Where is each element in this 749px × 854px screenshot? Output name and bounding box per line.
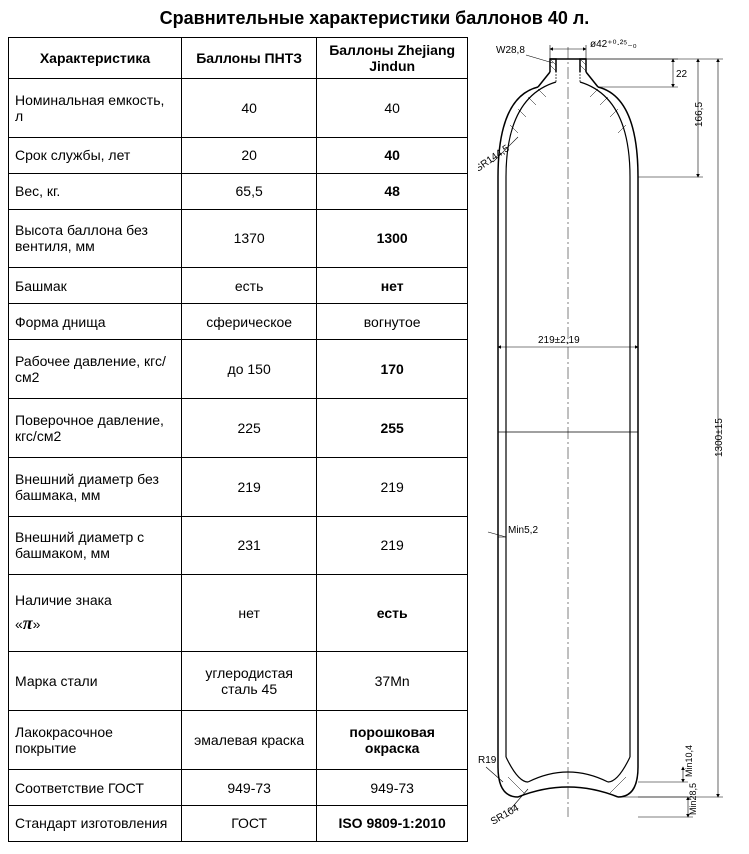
- header-pntz: Баллоны ПНТЗ: [182, 38, 317, 79]
- cell-pntz: 225: [182, 398, 317, 457]
- cell-label: Внешний диаметр с башмаком, мм: [9, 516, 182, 575]
- table-row: Номинальная емкость, л4040: [9, 79, 468, 138]
- cell-label: Срок службы, лет: [9, 137, 182, 173]
- table-row: Рабочее давление, кгс/см2до 150170: [9, 340, 468, 399]
- page-title: Сравнительные характеристики баллонов 40…: [8, 8, 741, 29]
- cell-pntz: ГОСТ: [182, 805, 317, 841]
- cell-pntz: 1370: [182, 209, 317, 268]
- cell-label: Лакокрасочное покрытие: [9, 711, 182, 770]
- table-row: Внешний диаметр без башмака, мм219219: [9, 457, 468, 516]
- cell-label: Наличие знака«π»: [9, 575, 182, 652]
- cell-label: Форма днища: [9, 304, 182, 340]
- cell-pntz: 949-73: [182, 770, 317, 806]
- label-bottom-r: R19: [478, 755, 497, 766]
- label-wall: Min5,2: [508, 525, 538, 536]
- table-row: Лакокрасочное покрытиеэмалевая краскапор…: [9, 711, 468, 770]
- cell-jindun: 170: [317, 340, 468, 399]
- label-neck-h: 22: [676, 69, 688, 80]
- cell-jindun: порошковая окраска: [317, 711, 468, 770]
- header-jindun: Баллоны Zhejiang Jindun: [317, 38, 468, 79]
- header-characteristic: Характеристика: [9, 38, 182, 79]
- diagram-svg: W28,8 ø42⁺⁰·²⁵₋₀ 22 166,5 SR144,5 219±2,…: [478, 37, 738, 837]
- comparison-table: Характеристика Баллоны ПНТЗ Баллоны Zhej…: [8, 37, 468, 842]
- label-bottom-sr: SR104: [489, 803, 521, 828]
- cell-jindun: 949-73: [317, 770, 468, 806]
- table-row: Вес, кг.65,548: [9, 173, 468, 209]
- cell-pntz: 20: [182, 137, 317, 173]
- table-row: Внешний диаметр с башмаком, мм231219: [9, 516, 468, 575]
- cell-label: Внешний диаметр без башмака, мм: [9, 457, 182, 516]
- table-row: Стандарт изготовленияГОСТISO 9809-1:2010: [9, 805, 468, 841]
- cell-label: Номинальная емкость, л: [9, 79, 182, 138]
- table-row: Башмакестьнет: [9, 268, 468, 304]
- label-shoulder-h: 166,5: [694, 102, 705, 127]
- cell-pntz: есть: [182, 268, 317, 304]
- cell-label: Высота баллона без вентиля, мм: [9, 209, 182, 268]
- cell-jindun: 48: [317, 173, 468, 209]
- table-row: Соответствие ГОСТ949-73949-73: [9, 770, 468, 806]
- table-row: Марка сталиуглеродистая сталь 4537Mn: [9, 652, 468, 711]
- cell-jindun: 219: [317, 516, 468, 575]
- cell-pntz: нет: [182, 575, 317, 652]
- cylinder-diagram: W28,8 ø42⁺⁰·²⁵₋₀ 22 166,5 SR144,5 219±2,…: [478, 37, 741, 842]
- label-thread: W28,8: [496, 45, 525, 56]
- table-row: Срок службы, лет2040: [9, 137, 468, 173]
- cell-jindun: 219: [317, 457, 468, 516]
- cell-pntz: 231: [182, 516, 317, 575]
- cell-label: Поверочное давление, кгс/см2: [9, 398, 182, 457]
- cell-pntz: 65,5: [182, 173, 317, 209]
- cell-jindun: вогнутое: [317, 304, 468, 340]
- cell-jindun: 40: [317, 79, 468, 138]
- cell-jindun: 255: [317, 398, 468, 457]
- cell-jindun: нет: [317, 268, 468, 304]
- label-body-dia: 219±2,19: [538, 335, 580, 346]
- cell-pntz: 219: [182, 457, 317, 516]
- table-row: Наличие знака«π»нетесть: [9, 575, 468, 652]
- cell-pntz: сферическое: [182, 304, 317, 340]
- cell-label: Вес, кг.: [9, 173, 182, 209]
- label-bottom-min1: Min10,4: [684, 745, 694, 777]
- cell-pntz: эмалевая краска: [182, 711, 317, 770]
- table-header-row: Характеристика Баллоны ПНТЗ Баллоны Zhej…: [9, 38, 468, 79]
- cell-pntz: 40: [182, 79, 317, 138]
- table-row: Форма днищасферическоевогнутое: [9, 304, 468, 340]
- cell-pntz: углеродистая сталь 45: [182, 652, 317, 711]
- cell-label: Марка стали: [9, 652, 182, 711]
- cell-jindun: 37Mn: [317, 652, 468, 711]
- cell-label: Рабочее давление, кгс/см2: [9, 340, 182, 399]
- cell-label: Башмак: [9, 268, 182, 304]
- table-row: Поверочное давление, кгс/см2225255: [9, 398, 468, 457]
- cell-jindun: ISO 9809-1:2010: [317, 805, 468, 841]
- content-container: Характеристика Баллоны ПНТЗ Баллоны Zhej…: [8, 37, 741, 842]
- cell-label: Стандарт изготовления: [9, 805, 182, 841]
- label-bottom-min2: Min28,5: [688, 783, 698, 815]
- cell-pntz: до 150: [182, 340, 317, 399]
- cell-jindun: 1300: [317, 209, 468, 268]
- cell-label: Соответствие ГОСТ: [9, 770, 182, 806]
- label-neck-dia: ø42⁺⁰·²⁵₋₀: [590, 39, 637, 50]
- table-row: Высота баллона без вентиля, мм13701300: [9, 209, 468, 268]
- label-total-h: 1300±15: [714, 418, 725, 457]
- cell-jindun: 40: [317, 137, 468, 173]
- cell-jindun: есть: [317, 575, 468, 652]
